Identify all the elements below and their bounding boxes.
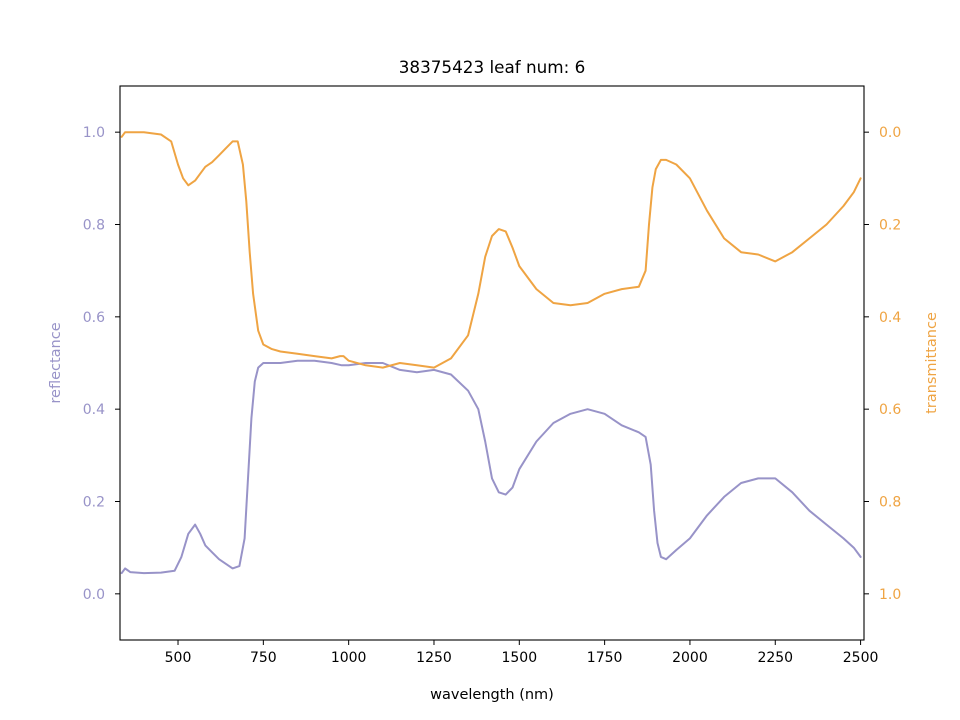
x-tick-label: 500 [165, 650, 192, 666]
x-tick-label: 2500 [843, 650, 879, 666]
y-left-tick-label: 0.8 [83, 218, 105, 234]
y-axis-right-label: transmittance [924, 312, 940, 414]
x-tick-label: 2250 [757, 650, 793, 666]
x-tick-label: 1500 [501, 650, 537, 666]
y-left-tick-label: 0.2 [83, 495, 105, 511]
y-axis-right: 0.0 0.2 0.4 0.6 0.8 1.0 [864, 125, 901, 603]
x-tick-label: 1750 [587, 650, 623, 666]
y-axis-left: 0.0 0.2 0.4 0.6 0.8 1.0 [83, 125, 120, 603]
y-right-tick-label: 0.2 [879, 218, 901, 234]
y-right-tick-label: 0.8 [879, 495, 901, 511]
chart-title: 38375423 leaf num: 6 [399, 57, 586, 77]
transmittance-line [120, 131, 862, 369]
x-axis: 500 750 1000 1250 1500 1750 2000 2250 2500 [165, 640, 879, 666]
y-right-tick-label: 0.4 [879, 310, 901, 326]
y-right-tick-label: 0.6 [879, 402, 901, 418]
reflectance-line [120, 359, 862, 575]
x-axis-label: wavelength (nm) [430, 687, 554, 703]
x-tick-label: 2000 [672, 650, 708, 666]
y-left-tick-label: 1.0 [83, 125, 105, 141]
y-axis-left-label: reflectance [48, 322, 64, 403]
y-left-tick-label: 0.6 [83, 310, 105, 326]
plot-lines [120, 131, 862, 575]
x-tick-label: 1000 [331, 650, 367, 666]
y-left-tick-label: 0.4 [83, 402, 105, 418]
x-tick-label: 1250 [416, 650, 452, 666]
y-left-tick-label: 0.0 [83, 587, 105, 603]
y-right-tick-label: 0.0 [879, 125, 901, 141]
y-right-tick-label: 1.0 [879, 587, 901, 603]
plot-frame [119, 85, 865, 641]
x-tick-label: 750 [250, 650, 277, 666]
